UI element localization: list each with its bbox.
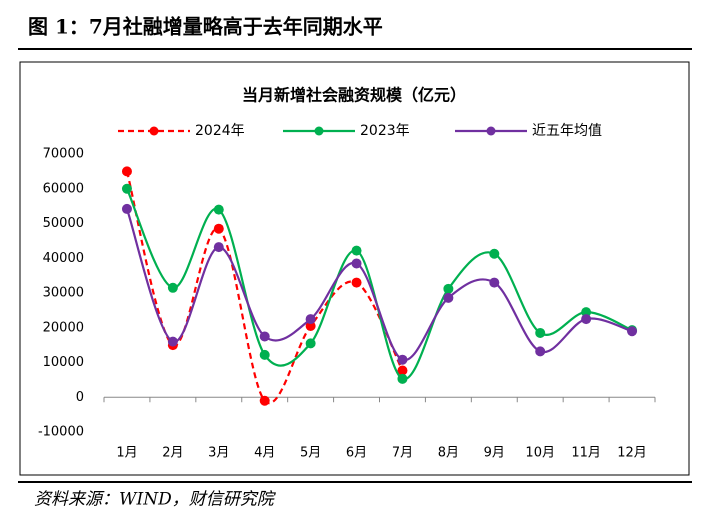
point [305,338,316,349]
point [305,314,316,325]
point [351,277,362,288]
y-tick-label: 50000 [43,216,84,231]
x-tick-label: 5月 [300,446,321,461]
point [397,365,408,376]
series-line [125,208,633,361]
chart-title: 当月新增社会融资规模（亿元） [242,86,466,105]
x-tick-label: 12月 [617,446,647,461]
point [627,326,638,337]
point [489,248,500,259]
y-tick-label: 0 [76,390,84,405]
x-tick-label: 1月 [116,446,137,461]
x-tick-label: 2月 [162,446,183,461]
point [213,204,224,215]
point [213,223,224,234]
x-tick-label: 6月 [346,446,367,461]
point [535,327,546,338]
y-tick-label: 10000 [43,355,84,370]
point [351,258,362,269]
series-line [125,188,633,380]
point [213,242,224,253]
legend-marker [486,126,496,136]
source-note: 资料来源：WIND，财信研究院 [34,490,277,510]
point [581,314,592,325]
y-tick-label: 70000 [43,147,84,162]
chart-frame [19,61,690,476]
x-tick-label: 3月 [208,446,229,461]
legend-label: 2024年 [195,123,245,139]
legend-marker [149,126,159,136]
point [443,283,454,294]
point [121,203,132,214]
y-tick-label: 40000 [43,251,84,266]
legend-marker [314,126,324,136]
legend-label: 近五年均值 [532,123,602,139]
point [259,349,270,360]
x-tick-label: 9月 [484,446,505,461]
point [121,183,132,194]
header-title: 图 1：7月社融增量略高于去年同期水平 [28,15,383,39]
point [443,292,454,303]
legend-label: 2023年 [360,123,410,139]
point [121,166,132,177]
x-tick-label: 8月 [438,446,459,461]
y-tick-label: -10000 [38,425,84,440]
point [167,336,178,347]
x-tick-label: 10月 [525,446,555,461]
point [259,395,270,406]
point [535,346,546,357]
point [351,245,362,256]
x-tick-label: 4月 [254,446,275,461]
point [305,321,316,332]
point [167,282,178,293]
point [489,277,500,288]
y-tick-label: 20000 [43,320,84,335]
point [397,354,408,365]
y-tick-label: 30000 [43,286,84,301]
x-tick-label: 11月 [571,446,601,461]
point [581,307,592,318]
x-tick-label: 7月 [392,446,413,461]
y-tick-label: 60000 [43,181,84,196]
point [259,331,270,342]
point [397,373,408,384]
